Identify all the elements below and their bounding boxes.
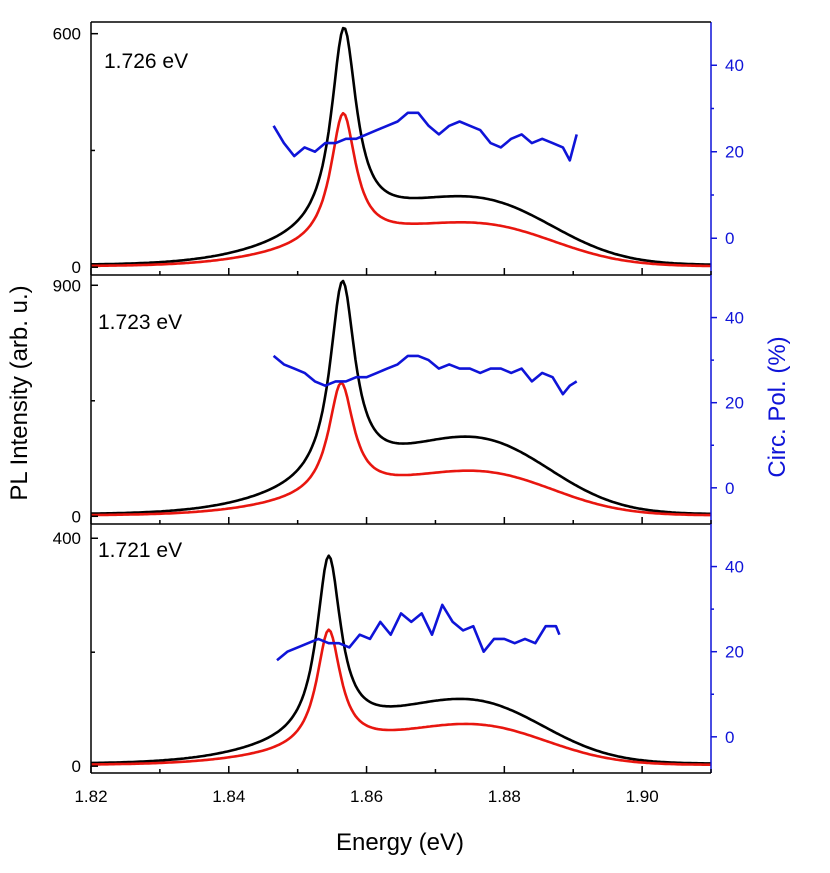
panel-1-red-curve [91, 111, 711, 268]
x-tick-label: 1.86 [350, 787, 383, 806]
x-tick-label: 1.90 [626, 787, 659, 806]
panel-1-left-tick-label: 0 [72, 258, 81, 277]
x-tick-label: 1.82 [74, 787, 107, 806]
right-axis-title: Circ. Pol. (%) [764, 336, 791, 477]
panel-3-red-curve [91, 628, 711, 766]
x-tick-label: 1.84 [212, 787, 245, 806]
x-tick-label: 1.88 [488, 787, 521, 806]
panel-3-left-tick-label: 0 [72, 757, 81, 776]
panel-1-right-tick-label: 0 [725, 229, 734, 248]
x-axis-title: Energy (eV) [336, 829, 464, 856]
panel-2-black-curve [91, 279, 711, 516]
panel-1-polarization-curve [272, 111, 578, 162]
panel-2-right-tick-label: 0 [725, 479, 734, 498]
panel-3-label: 1.721 eV [98, 539, 182, 562]
panel-3-left-tick-label: 400 [53, 529, 81, 548]
panel-2-right-tick-label: 40 [725, 309, 744, 328]
panel-1-right-tick-label: 40 [725, 56, 744, 75]
panel-2-label: 1.723 eV [98, 311, 182, 334]
panel-2-right-tick-label: 20 [725, 394, 744, 413]
left-axis-title: PL Intensity (arb. u.) [6, 285, 33, 500]
panel-1-left-tick-label: 600 [53, 25, 81, 44]
panel-3-right-tick-label: 20 [725, 643, 744, 662]
panel-2-left-tick-label: 0 [72, 507, 81, 526]
panel-2-left-tick-label: 900 [53, 276, 81, 295]
panel-2-red-curve [91, 381, 711, 517]
panel-2-polarization-curve [272, 354, 578, 396]
panel-3-right-tick-label: 40 [725, 558, 744, 577]
panel-3-polarization-curve [276, 603, 561, 662]
panel-3-black-curve [90, 554, 711, 765]
series-layer [90, 26, 711, 766]
panel-1-label: 1.726 eV [104, 50, 188, 73]
panel-1-black-curve [91, 26, 711, 266]
panel-3-right-tick-label: 0 [725, 728, 734, 747]
panel-1-right-tick-label: 20 [725, 143, 744, 162]
